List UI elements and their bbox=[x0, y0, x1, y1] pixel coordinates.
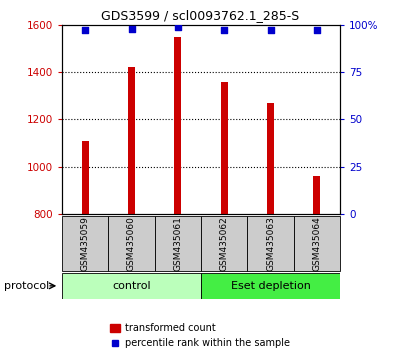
Bar bbox=[174, 36, 181, 214]
Text: Eset depletion: Eset depletion bbox=[230, 281, 310, 291]
Bar bbox=[313, 176, 320, 214]
Text: control: control bbox=[112, 281, 151, 291]
Bar bbox=[128, 67, 135, 214]
Bar bbox=[267, 103, 274, 214]
Bar bbox=[62, 273, 201, 299]
Point bbox=[128, 26, 135, 32]
Bar bbox=[108, 216, 155, 271]
Bar bbox=[201, 216, 247, 271]
Bar bbox=[294, 216, 340, 271]
Bar bbox=[82, 141, 89, 214]
Point bbox=[221, 28, 227, 33]
Text: protocol: protocol bbox=[4, 281, 49, 291]
Text: GSM435060: GSM435060 bbox=[127, 216, 136, 271]
Text: GSM435063: GSM435063 bbox=[266, 216, 275, 271]
Bar bbox=[155, 216, 201, 271]
Text: GSM435062: GSM435062 bbox=[220, 216, 229, 271]
Point bbox=[82, 28, 88, 33]
Text: GSM435064: GSM435064 bbox=[312, 216, 321, 271]
Legend: transformed count, percentile rank within the sample: transformed count, percentile rank withi… bbox=[106, 319, 294, 352]
Text: GSM435059: GSM435059 bbox=[81, 216, 90, 271]
Bar bbox=[221, 81, 228, 214]
Bar bbox=[62, 216, 108, 271]
Text: GDS3599 / scl0093762.1_285-S: GDS3599 / scl0093762.1_285-S bbox=[101, 9, 299, 22]
Point bbox=[175, 24, 181, 29]
Text: GSM435061: GSM435061 bbox=[173, 216, 182, 271]
Point bbox=[267, 28, 274, 33]
Point bbox=[314, 28, 320, 33]
Bar bbox=[247, 216, 294, 271]
Bar bbox=[201, 273, 340, 299]
